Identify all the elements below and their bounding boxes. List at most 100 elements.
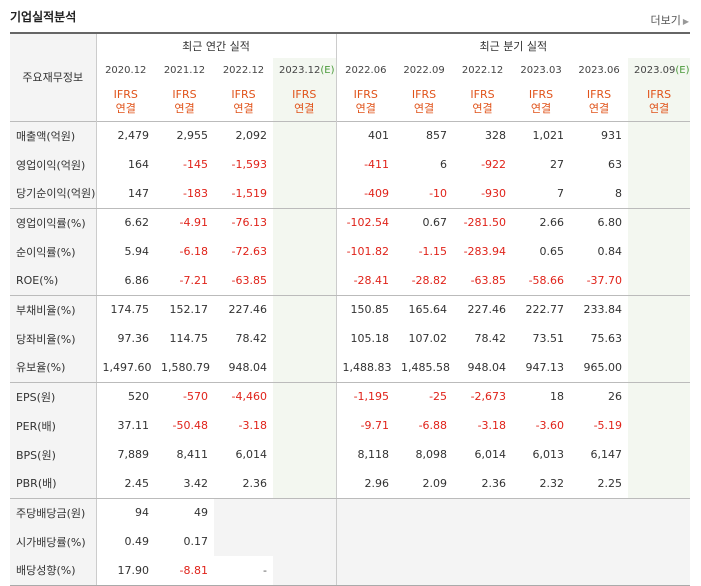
period-header: 2021.12 [155, 58, 214, 83]
value-cell: -25 [429, 390, 448, 404]
value-cell [336, 527, 396, 556]
value-cell [570, 498, 629, 527]
value-cell: 107.02 [408, 332, 448, 345]
value-cell [628, 353, 691, 383]
row-label: 주당배당금(원) [10, 498, 97, 527]
value-cell: 2.36 [453, 469, 513, 499]
table-row: 유보율(%) 1,497.60 1,580.79 948.04 1,488.83 1,48… [10, 353, 691, 383]
value-cell [273, 353, 337, 383]
value-cell: 0.17 [183, 535, 209, 548]
ifrs-basis-header: IFRS 연결 [453, 83, 512, 121]
estimate-mark: (E) [320, 65, 335, 76]
ifrs-label: IFRS [292, 87, 317, 101]
value-cell [628, 266, 691, 296]
value-cell: 7 [512, 179, 571, 209]
table-row: 매출액(억원) 2,479 2,955 2,092 401 857 328 1,021 931 [10, 121, 691, 150]
ifrs-label: IFRS [411, 87, 437, 101]
value-cell: 857 [426, 129, 448, 143]
value-cell: -72.63 [231, 245, 267, 258]
value-cell: 2.36 [214, 469, 273, 499]
value-cell: -6.88 [418, 419, 448, 432]
value-cell [628, 237, 691, 266]
period-label: 2020.12 [105, 65, 147, 76]
value-cell: 5.94 [124, 245, 150, 258]
value-cell [273, 121, 337, 150]
row-label: 부채비율(%) [10, 295, 97, 324]
value-cell: 78.42 [235, 332, 268, 345]
value-cell: 37.11 [117, 419, 150, 432]
row-label: BPS(원) [10, 440, 97, 469]
value-cell: -101.82 [346, 245, 390, 258]
value-cell: 6,013 [532, 448, 565, 461]
table-row: 당좌비율(%) 97.36 114.75 78.42 105.18 107.02 78.42… [10, 324, 691, 353]
more-link[interactable]: 더보기 ▶ [650, 12, 689, 28]
financial-summary-table: 주요재무정보 최근 연간 실적 최근 분기 실적 2020.12 2021.12 2… [10, 32, 691, 586]
period-label: 2022.09 [403, 65, 445, 76]
value-cell [395, 498, 454, 527]
value-cell [628, 150, 691, 179]
value-cell: 227.46 [467, 303, 507, 317]
table-row: 영업이익(억원) 164 -145 -1,593 -411 6 -922 27 63 [10, 150, 691, 179]
quarter-group-header: 최근 분기 실적 [336, 33, 691, 58]
value-cell: 7,889 [117, 448, 150, 461]
value-cell: 97.36 [117, 332, 150, 345]
table-row: 영업이익률(%) 6.62 -4.91 -76.13 -102.54 0.67 -281.5… [10, 208, 691, 237]
value-cell [512, 527, 571, 556]
period-label: 2023.03 [520, 65, 562, 76]
consolidated-label: 연결 [588, 101, 610, 115]
value-cell [273, 237, 337, 266]
value-cell: -4.91 [179, 216, 208, 230]
consolidated-label: 연결 [115, 101, 136, 115]
value-cell: -183 [155, 179, 214, 209]
table-row: 주당배당금(원) 94 49 [10, 498, 691, 527]
period-label: 2022.12 [222, 65, 265, 76]
value-cell: 73.51 [532, 332, 565, 345]
value-cell: 1,485.58 [395, 353, 454, 383]
value-cell: 94 [135, 506, 149, 520]
value-cell: -3.60 [535, 419, 565, 432]
value-cell: 1,580.79 [155, 353, 214, 383]
value-cell: -8.81 [155, 556, 214, 586]
value-cell: -28.41 [336, 266, 396, 296]
value-cell [273, 324, 337, 353]
value-cell: 114.75 [169, 332, 209, 345]
value-cell: 152.17 [169, 303, 209, 317]
ifrs-label: IFRS [231, 87, 256, 101]
value-cell: -5.19 [593, 419, 623, 432]
value-cell: -4,460 [231, 390, 267, 404]
value-cell: 2.96 [336, 469, 396, 499]
value-cell: 75.63 [590, 332, 623, 345]
period-label: 2022.12 [461, 65, 504, 76]
ifrs-label: IFRS [586, 87, 612, 101]
period-header-row: 2020.12 2021.12 2022.12 2023.12(E) 2022.06 20… [10, 58, 691, 83]
value-cell: 3.42 [155, 469, 214, 499]
table-row: 시가배당률(%) 0.49 0.17 [10, 527, 691, 556]
value-cell: -409 [336, 179, 396, 209]
ifrs-basis-header: IFRS 연결 [395, 83, 453, 121]
period-header: 2023.12(E) [273, 58, 337, 83]
value-cell: 6.86 [96, 266, 155, 296]
value-cell [453, 556, 513, 586]
value-cell: 78.42 [474, 332, 507, 345]
value-cell [273, 440, 337, 469]
value-cell [628, 527, 691, 556]
value-cell [453, 527, 513, 556]
ifrs-basis-header: IFRS 연결 [512, 83, 570, 121]
value-cell: 8,118 [357, 448, 390, 461]
value-cell [214, 527, 273, 556]
value-cell: 6.80 [597, 216, 623, 230]
section-title: 기업실적분석 [10, 10, 77, 24]
value-cell: -102.54 [346, 216, 390, 230]
value-cell: -2,673 [470, 390, 507, 404]
value-cell [512, 498, 571, 527]
value-cell [273, 150, 337, 179]
consolidated-label: 연결 [233, 101, 254, 115]
value-cell [628, 440, 691, 469]
period-header: 2022.09 [395, 58, 453, 83]
value-cell: 27 [550, 158, 565, 171]
ifrs-header-row: IFRS 연결 IFRS 연결 IFRS 연결 IFRS 연결 IFRS 연결 IFRS 연결 IFRS… [10, 83, 691, 121]
table-row: EPS(원) 520 -570 -4,460 -1,195 -25 -2,673 18 26 [10, 382, 691, 411]
value-cell [628, 411, 691, 440]
period-label: 2023.06 [578, 65, 620, 76]
value-cell: -922 [481, 158, 507, 171]
